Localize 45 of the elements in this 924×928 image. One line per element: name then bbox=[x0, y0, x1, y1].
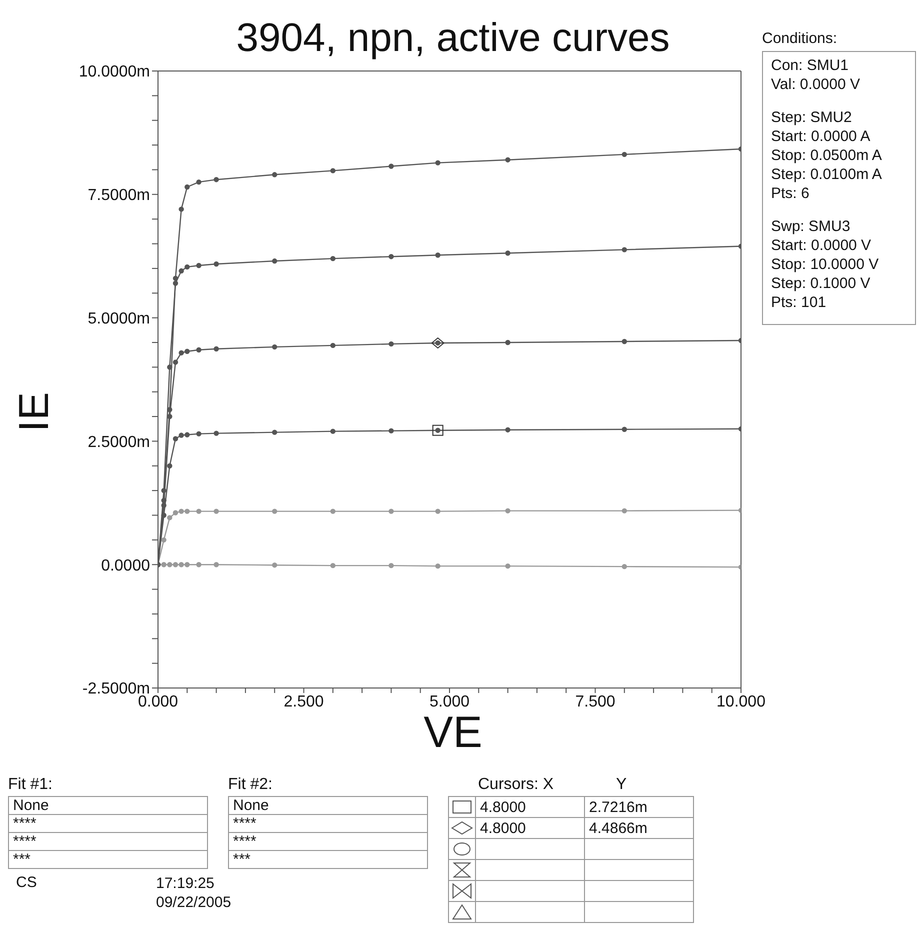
text: **** bbox=[228, 832, 428, 850]
text: Start: 0.0000 A bbox=[771, 127, 872, 146]
text: Stop: 0.0500m A bbox=[771, 146, 883, 165]
y-tick-label: 5.0000m bbox=[88, 310, 150, 328]
text: Conditions: bbox=[762, 30, 838, 47]
y-axis-title: IE bbox=[10, 392, 58, 432]
text: Y bbox=[616, 776, 627, 795]
text: Step: 0.1000 V bbox=[771, 274, 872, 293]
text: 09/22/2005 bbox=[156, 893, 232, 912]
x-tick-label: 10.000 bbox=[716, 693, 766, 710]
x-tick-label: 7.500 bbox=[575, 693, 616, 710]
chart-title: 3904, npn, active curves bbox=[235, 16, 671, 61]
x-tick-label: 0.000 bbox=[138, 693, 178, 710]
text: Fit #2: bbox=[228, 776, 274, 795]
text: Step: 0.0100m A bbox=[771, 165, 883, 184]
text: Cursors: X bbox=[478, 776, 555, 795]
x-tick-label: 5.000 bbox=[429, 693, 470, 710]
x-axis-title: VE bbox=[424, 708, 482, 757]
text: 2.7216m bbox=[584, 796, 694, 818]
text: *** bbox=[8, 850, 208, 868]
text: 4.8000 bbox=[476, 796, 584, 818]
text: *** bbox=[228, 850, 428, 868]
text: CS bbox=[16, 874, 37, 891]
text: Start: 0.0000 V bbox=[771, 236, 872, 255]
text: 4.8000 bbox=[476, 818, 584, 838]
text: None bbox=[8, 796, 208, 814]
text: 17:19:25 bbox=[156, 874, 216, 893]
text: Val: 0.0000 V bbox=[771, 75, 861, 94]
y-tick-label: 0.0000 bbox=[101, 557, 150, 574]
text: **** bbox=[228, 814, 428, 832]
text: Pts: 6 bbox=[771, 184, 810, 203]
text: **** bbox=[8, 832, 208, 850]
text: **** bbox=[8, 814, 208, 832]
y-tick-label: 7.5000m bbox=[88, 187, 150, 204]
x-tick-label: 2.500 bbox=[284, 693, 324, 710]
text: Stop: 10.0000 V bbox=[771, 255, 880, 274]
y-tick-label: 10.0000m bbox=[78, 64, 150, 81]
text: Step: SMU2 bbox=[771, 108, 853, 127]
text: Pts: 101 bbox=[771, 293, 828, 312]
text: Swp: SMU3 bbox=[771, 217, 852, 236]
text: 4.4866m bbox=[584, 818, 694, 838]
text: None bbox=[228, 796, 428, 814]
text: Fit #1: bbox=[8, 776, 54, 795]
text: Con: SMU1 bbox=[771, 56, 850, 75]
y-tick-label: 2.5000m bbox=[88, 434, 150, 451]
